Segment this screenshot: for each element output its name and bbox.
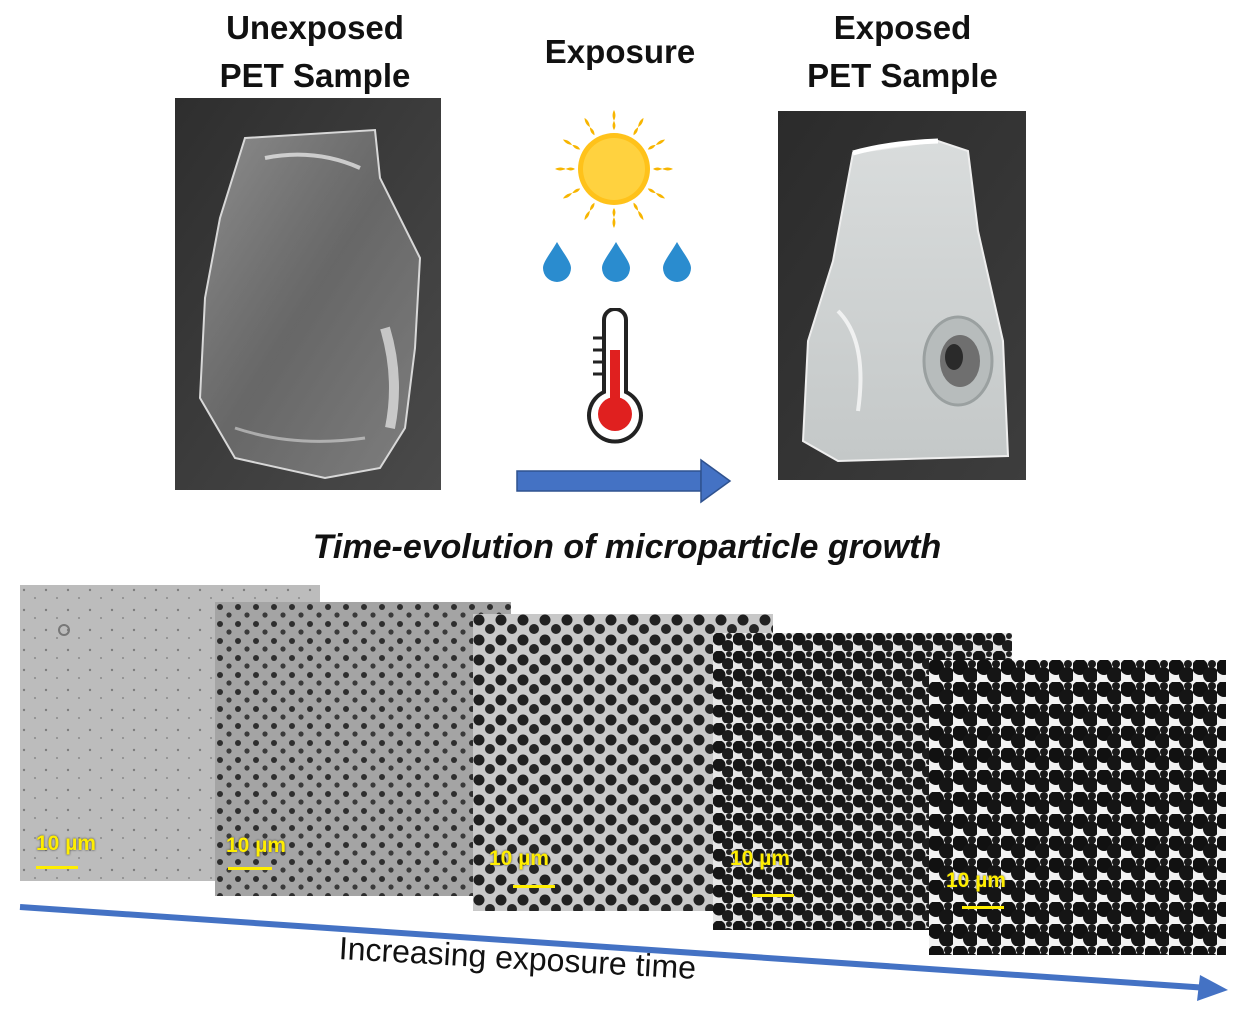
exposed-title-line2: PET Sample [807, 57, 998, 94]
scale-label-2: 10 µm [226, 834, 286, 857]
micrograph-5 [929, 660, 1226, 955]
water-drop-icon [540, 240, 574, 282]
scale-label-3: 10 µm [489, 847, 549, 870]
water-drop-icon [599, 240, 633, 282]
scale-bar-2 [228, 867, 272, 870]
scale-label-5: 10 µm [946, 869, 1006, 892]
scale-label-1: 10 µm [36, 832, 96, 855]
unexposed-title-line2: PET Sample [219, 57, 411, 94]
micrograph-2-texture [215, 602, 511, 896]
micrograph-2 [215, 602, 511, 896]
thermometer-icon [580, 307, 650, 448]
exposed-title: Exposed PET Sample [770, 4, 1035, 100]
timeline-arrow-icon [18, 895, 1232, 1005]
exposed-title-line1: Exposed [833, 9, 972, 46]
unexposed-title-line1: Unexposed [226, 9, 404, 46]
unexposed-sample-photo [175, 98, 441, 490]
scale-bar-5 [962, 906, 1004, 909]
micrograph-5-texture [929, 660, 1226, 955]
scale-bar-3 [513, 885, 555, 888]
water-drop-icon [660, 240, 694, 282]
unexposed-title: Unexposed PET Sample [180, 4, 450, 100]
sun-icon [553, 108, 675, 230]
scale-bar-1 [36, 866, 78, 869]
exposed-sample-photo [778, 111, 1026, 480]
right-arrow-icon [516, 458, 732, 504]
figure-subtitle: Time-evolution of microparticle growth [312, 528, 942, 566]
scale-bar-4 [752, 894, 794, 897]
exposure-title: Exposure [544, 33, 696, 70]
scale-label-4: 10 µm [730, 847, 790, 870]
